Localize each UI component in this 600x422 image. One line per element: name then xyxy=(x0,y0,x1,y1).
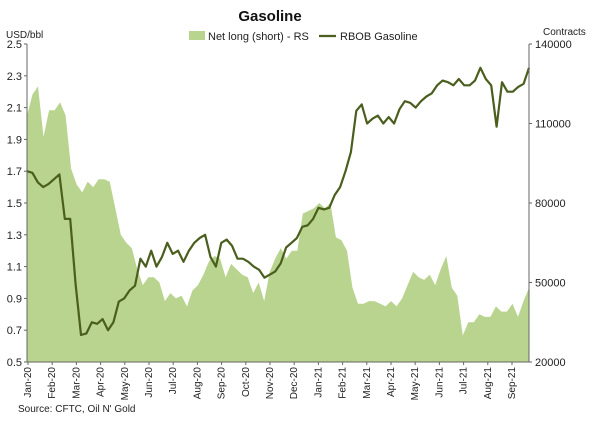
x-tick-label: Aug-21 xyxy=(483,367,494,400)
x-tick-label: Oct-20 xyxy=(241,367,252,397)
left-tick-label: 1.7 xyxy=(7,166,22,178)
legend-label-rbob: RBOB Gasoline xyxy=(340,31,418,43)
right-tick-label: 20000 xyxy=(535,357,566,369)
rbob-gasoline-line xyxy=(26,66,531,337)
x-tick-label: Nov-20 xyxy=(265,367,276,400)
left-tick-label: 0.9 xyxy=(7,293,22,305)
x-tick-label: Dec-20 xyxy=(289,367,300,400)
x-tick-label: Sep-20 xyxy=(217,367,228,400)
x-tick-label: Sep-21 xyxy=(507,367,518,400)
right-axis-label: Contracts xyxy=(543,27,586,38)
left-tick-label: 1.5 xyxy=(7,198,22,210)
left-tick-label: 0.5 xyxy=(7,357,22,369)
left-axis-label: USD/bbl xyxy=(6,30,43,41)
source-note: Source: CFTC, Oil N' Gold xyxy=(18,404,136,415)
left-tick-label: 1.1 xyxy=(7,262,22,274)
right-tick-label: 50000 xyxy=(535,278,566,290)
x-tick-label: Jul-21 xyxy=(459,367,470,395)
x-tick-label: May-20 xyxy=(120,367,131,401)
x-tick-label: Jun-21 xyxy=(434,367,445,398)
left-tick-label: 2.3 xyxy=(7,71,22,83)
legend-label-net-long: Net long (short) - RS xyxy=(208,31,309,43)
x-tick-label: Feb-20 xyxy=(47,367,58,399)
left-tick-label: 2.1 xyxy=(7,103,22,115)
x-tick-label: Jan-20 xyxy=(23,367,34,398)
left-tick-label: 2.5 xyxy=(7,39,22,51)
x-tick-label: Jun-20 xyxy=(144,367,155,398)
x-tick-label: May-21 xyxy=(410,367,421,401)
x-tick-label: Jul-20 xyxy=(168,367,179,395)
right-tick-label: 140000 xyxy=(535,39,572,51)
right-tick-label: 80000 xyxy=(535,198,566,210)
left-tick-label: 1.3 xyxy=(7,230,22,242)
x-tick-label: Aug-20 xyxy=(192,367,203,400)
right-tick-label: 110000 xyxy=(535,119,571,131)
x-tick-label: Apr-20 xyxy=(96,367,107,397)
net-long-area xyxy=(27,86,529,363)
x-tick-label: Jan-21 xyxy=(313,367,324,398)
left-tick-label: 1.9 xyxy=(7,134,22,146)
x-tick-label: Mar-20 xyxy=(71,367,82,399)
chart-title: Gasoline xyxy=(238,8,301,25)
x-tick-label: Apr-21 xyxy=(386,367,397,397)
x-tick-label: Mar-21 xyxy=(362,367,373,399)
left-tick-label: 0.7 xyxy=(7,325,22,337)
legend-swatch-net-long xyxy=(189,31,205,40)
x-tick-label: Feb-21 xyxy=(338,367,349,399)
